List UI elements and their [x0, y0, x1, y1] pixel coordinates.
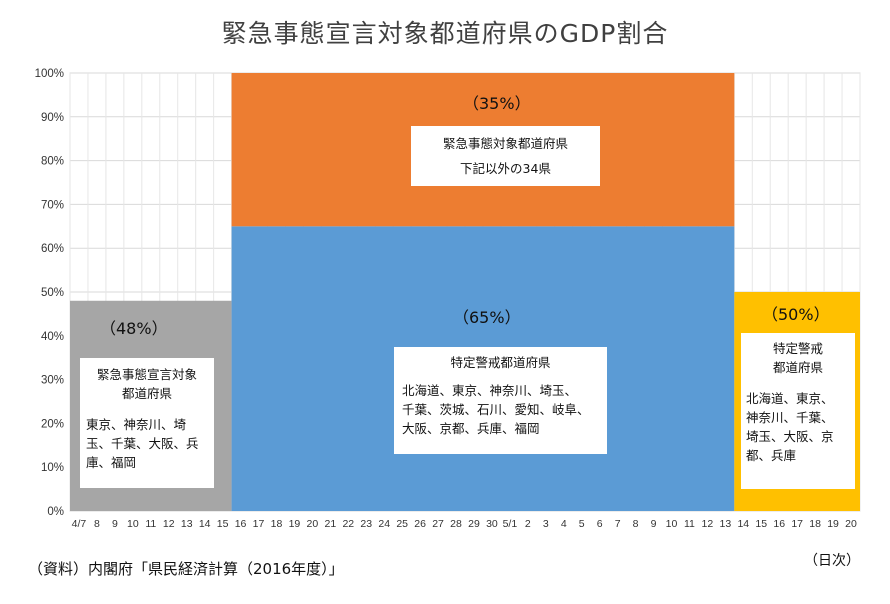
x-tick-label: 30: [486, 518, 498, 530]
y-tick-label: 40%: [41, 331, 64, 343]
y-tick-label: 10%: [41, 462, 64, 474]
x-tick-label: 7: [615, 518, 621, 530]
blue-body-line3: 大阪、京都、兵庫、福岡: [402, 421, 540, 436]
chart-title: 緊急事態宣言対象都道府県のGDP割合: [221, 19, 669, 48]
y-tick-label: 30%: [41, 375, 64, 387]
x-tick-label: 27: [432, 518, 444, 530]
source-note: （資料）内閣府「県民経済計算（2016年度）」: [28, 560, 344, 578]
x-tick-label: 10: [666, 518, 678, 530]
x-tick-label: 26: [414, 518, 426, 530]
yellow-percent-label: （50%）: [762, 305, 830, 324]
gray-body-line3: 庫、福岡: [86, 455, 137, 470]
gray-label-box: 緊急事態宣言対象 都道府県 東京、神奈川、埼 玉、千葉、大阪、兵 庫、福岡: [80, 358, 214, 488]
x-tick-label: 8: [94, 518, 100, 530]
blue-percent-label: （65%）: [453, 308, 521, 327]
orange-percent-label: （35%）: [463, 94, 531, 113]
x-tick-label: 22: [342, 518, 354, 530]
x-tick-label: 28: [450, 518, 462, 530]
x-tick-label: 18: [809, 518, 821, 530]
x-tick-label: 4/7: [72, 518, 87, 530]
yellow-label-box: 特定警戒 都道府県 北海道、東京、 神奈川、千葉、 埼玉、大阪、京 都、兵庫: [741, 333, 855, 489]
x-tick-label: 20: [307, 518, 319, 530]
x-tick-label: 15: [217, 518, 229, 530]
x-tick-label: 10: [127, 518, 139, 530]
x-tick-label: 15: [755, 518, 767, 530]
y-tick-label: 90%: [41, 112, 64, 124]
x-tick-label: 16: [235, 518, 247, 530]
gray-percent-label: （48%）: [100, 319, 168, 338]
y-tick-label: 60%: [41, 243, 64, 255]
x-tick-label: 8: [633, 518, 639, 530]
yellow-body-line2: 神奈川、千葉、: [746, 410, 834, 425]
x-tick-label: 14: [737, 518, 749, 530]
gray-title-line1: 緊急事態宣言対象: [96, 367, 197, 382]
x-tick-label: 13: [181, 518, 193, 530]
gray-title-line2: 都道府県: [121, 386, 172, 401]
x-tick-label: 12: [702, 518, 714, 530]
y-tick-label: 80%: [41, 156, 64, 168]
x-tick-label: 12: [163, 518, 175, 530]
x-tick-label: 3: [543, 518, 549, 530]
x-tick-label: 19: [827, 518, 839, 530]
x-tick-label: 18: [271, 518, 283, 530]
x-axis-unit: （日次）: [804, 553, 860, 569]
y-tick-label: 50%: [41, 287, 64, 299]
x-tick-label: 9: [651, 518, 657, 530]
x-tick-label: 17: [253, 518, 265, 530]
yellow-body-line1: 北海道、東京、: [746, 391, 834, 406]
blue-body-line1: 北海道、東京、神奈川、埼玉、: [402, 383, 578, 398]
x-tick-label: 9: [112, 518, 118, 530]
y-tick-label: 20%: [41, 418, 64, 430]
gray-body-line2: 玉、千葉、大阪、兵: [86, 436, 199, 451]
yellow-title-line1: 特定警戒: [772, 341, 823, 356]
orange-title: 緊急事態対象都道府県: [442, 136, 568, 151]
x-tick-label: 5: [579, 518, 585, 530]
orange-label-box: 緊急事態対象都道府県 下記以外の34県: [411, 126, 600, 186]
x-tick-label: 6: [597, 518, 603, 530]
x-tick-label: 13: [719, 518, 731, 530]
x-tick-label: 24: [378, 518, 390, 530]
x-tick-label: 5/1: [503, 518, 518, 530]
yellow-title-line2: 都道府県: [772, 360, 823, 375]
x-tick-label: 16: [773, 518, 785, 530]
x-tick-label: 21: [324, 518, 336, 530]
orange-body: 下記以外の34県: [460, 161, 551, 176]
x-tick-label: 11: [145, 518, 156, 530]
blue-body-line2: 千葉、茨城、石川、愛知、岐阜、: [402, 402, 590, 417]
y-tick-label: 0%: [47, 506, 64, 518]
blue-title: 特定警戒都道府県: [450, 355, 551, 370]
gray-body-line1: 東京、神奈川、埼: [86, 417, 187, 432]
y-tick-label: 100%: [35, 68, 64, 80]
x-tick-label: 17: [791, 518, 803, 530]
x-tick-label: 19: [289, 518, 301, 530]
x-tick-label: 11: [684, 518, 695, 530]
blue-label-box: 特定警戒都道府県 北海道、東京、神奈川、埼玉、 千葉、茨城、石川、愛知、岐阜、 …: [394, 347, 607, 454]
yellow-body-line3: 埼玉、大阪、京: [746, 429, 834, 444]
x-tick-label: 4: [561, 518, 567, 530]
x-tick-label: 20: [845, 518, 857, 530]
yellow-body-line4: 都、兵庫: [746, 448, 797, 463]
y-tick-label: 70%: [41, 199, 64, 211]
x-tick-label: 23: [360, 518, 372, 530]
x-tick-label: 2: [525, 518, 531, 530]
x-tick-label: 29: [468, 518, 480, 530]
x-tick-label: 14: [199, 518, 211, 530]
x-tick-label: 25: [396, 518, 408, 530]
